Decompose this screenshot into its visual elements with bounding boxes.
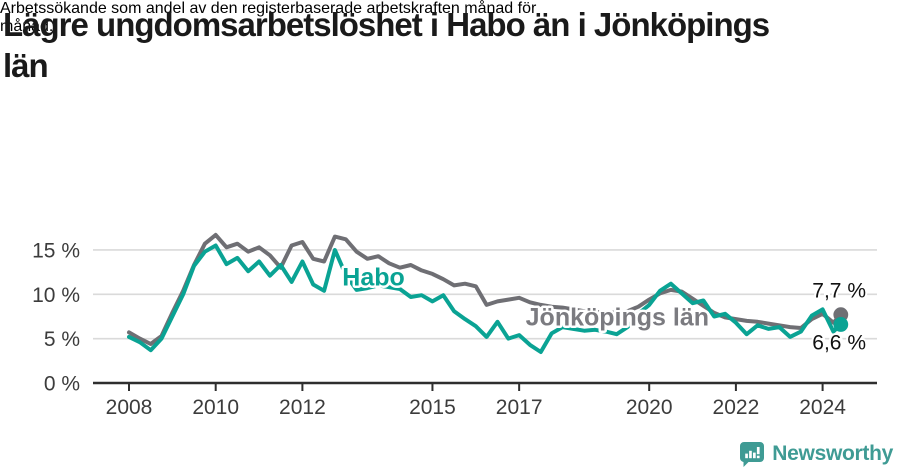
series-end-dot-habo [833, 317, 849, 332]
newsworthy-logo-icon [740, 442, 765, 467]
page-title: Lägre ungdomsarbetslöshet i Habo än i Jö… [3, 4, 770, 86]
y-tick-label-10: 10 % [32, 284, 80, 307]
logo-bar-2 [749, 450, 753, 459]
page-title-line-2: län [3, 47, 49, 84]
series-line-habo [127, 243, 843, 354]
logo-bubble-shape [740, 442, 765, 467]
logo-exclamation-bar [757, 447, 760, 455]
x-tick-label-2008: 2008 [106, 396, 153, 419]
y-tick-label-15: 15 % [32, 239, 80, 262]
x-tick-label-2020: 2020 [626, 396, 673, 419]
logo-bar-3 [753, 452, 756, 459]
x-tick-label-2010: 2010 [192, 396, 239, 419]
x-tick-label-2024: 2024 [799, 396, 846, 419]
series-label-j-nk-pings-l-n: Jönköpings län [526, 303, 709, 331]
end-value-label-j-nk-pings-l-n: 7,7 % [812, 280, 866, 303]
page-title-line-1: Lägre ungdomsarbetslöshet i Habo än i Jö… [3, 6, 770, 43]
logo-exclamation-dot [757, 455, 760, 459]
page-subtitle-line-1: Arbetssökande som andel av den registerb… [0, 0, 537, 17]
x-tick-label-2017: 2017 [496, 396, 543, 419]
y-tick-label-5: 5 % [44, 328, 80, 351]
end-value-label-habo: 6,6 % [812, 331, 866, 354]
newsworthy-logo-text: Newsworthy [772, 442, 893, 465]
series-label-habo: Habo [342, 263, 405, 291]
logo-bar-1 [745, 453, 749, 459]
x-tick-label-2022: 2022 [713, 396, 760, 419]
page-subtitle-line-2: månad. [0, 18, 54, 35]
x-tick-label-2015: 2015 [409, 396, 456, 419]
newsworthy-logo[interactable]: Newsworthy [739, 441, 893, 467]
x-tick-label-2012: 2012 [279, 396, 326, 419]
series-line-j-nk-pings-l-n [127, 232, 843, 346]
y-tick-label-0: 0 % [44, 373, 80, 396]
